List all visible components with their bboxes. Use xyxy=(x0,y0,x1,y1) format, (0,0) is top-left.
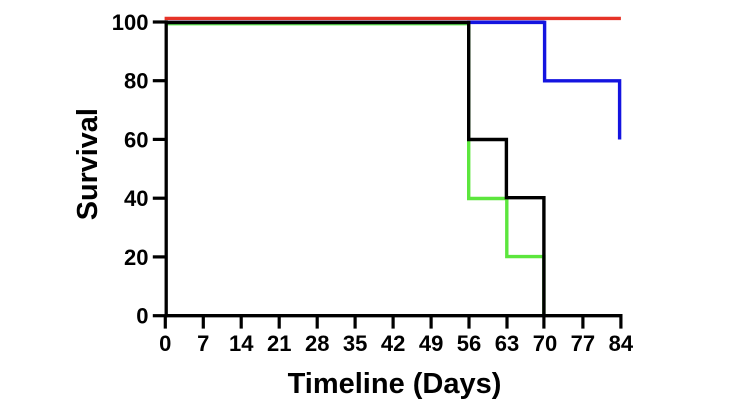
svg-text:35: 35 xyxy=(343,331,367,356)
svg-text:40: 40 xyxy=(124,186,148,211)
svg-text:0: 0 xyxy=(136,304,148,329)
svg-text:77: 77 xyxy=(571,331,595,356)
svg-text:70: 70 xyxy=(533,331,557,356)
svg-text:42: 42 xyxy=(381,331,405,356)
svg-text:21: 21 xyxy=(267,331,291,356)
svg-text:14: 14 xyxy=(229,331,254,356)
svg-text:56: 56 xyxy=(457,331,481,356)
svg-text:28: 28 xyxy=(305,331,329,356)
svg-text:7: 7 xyxy=(197,331,209,356)
svg-text:49: 49 xyxy=(419,331,443,356)
svg-text:80: 80 xyxy=(124,69,148,94)
svg-text:100: 100 xyxy=(112,10,149,35)
svg-text:20: 20 xyxy=(124,245,148,270)
svg-text:Timeline (Days): Timeline (Days) xyxy=(288,368,502,400)
svg-text:63: 63 xyxy=(495,331,519,356)
svg-text:84: 84 xyxy=(609,331,634,356)
svg-text:Survival: Survival xyxy=(72,108,104,220)
svg-text:0: 0 xyxy=(159,331,171,356)
svg-text:60: 60 xyxy=(124,127,148,152)
